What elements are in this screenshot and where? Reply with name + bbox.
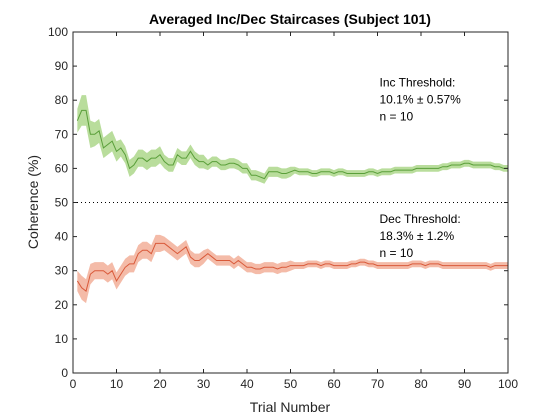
plot-area	[73, 95, 508, 304]
x-axis-title: Trial Number	[250, 399, 331, 415]
y-tick-label: 0	[61, 366, 68, 380]
y-tick-label: 40	[55, 230, 69, 244]
y-tick-label: 20	[55, 298, 69, 312]
y-tick-label: 90	[55, 59, 69, 73]
y-axis-title: Coherence (%)	[25, 155, 41, 249]
y-tick-label: 30	[55, 264, 69, 278]
y-tick-label: 100	[48, 25, 68, 39]
x-tick-label: 20	[153, 377, 167, 391]
x-tick-label: 80	[414, 377, 428, 391]
annotation-0-line-0: Inc Threshold:	[380, 76, 456, 90]
y-tick-label: 80	[55, 93, 69, 107]
x-tick-label: 100	[498, 377, 518, 391]
threshold-annotations: Inc Threshold: 10.1% ± 0.57% n = 10 Dec Thr…	[380, 76, 462, 260]
y-tick-label: 70	[55, 127, 69, 141]
annotation-0-line-1: 10.1% ± 0.57%	[380, 93, 462, 107]
annotation-1-line-2: n = 10	[380, 246, 414, 260]
annotation-1-line-0: Dec Threshold:	[380, 212, 461, 226]
annotation-0-line-2: n = 10	[380, 110, 414, 124]
series-1-line	[76, 242, 508, 293]
x-tick-label: 0	[70, 377, 77, 391]
series-1-error-band	[77, 234, 508, 304]
x-tick-label: 60	[327, 377, 341, 391]
chart-title: Averaged Inc/Dec Staircases (Subject 101…	[149, 11, 431, 27]
series-0-error-band	[77, 95, 508, 184]
y-tick-label: 10	[55, 332, 69, 346]
y-tick-label: 60	[55, 161, 69, 175]
x-tick-label: 70	[371, 377, 385, 391]
x-tick-label: 90	[458, 377, 472, 391]
axis-ticks: 0 10 20 30 40 50 60 70 80 90 100 0 10 20 30 40 50 60 70 80 9…	[48, 25, 518, 391]
y-tick-label: 50	[55, 196, 69, 210]
x-tick-label: 10	[110, 377, 124, 391]
annotation-1-line-1: 18.3% ± 1.2%	[380, 229, 455, 243]
x-tick-label: 40	[240, 377, 254, 391]
series-0-line	[76, 109, 508, 180]
x-tick-label: 50	[284, 377, 298, 391]
x-tick-label: 30	[197, 377, 211, 391]
